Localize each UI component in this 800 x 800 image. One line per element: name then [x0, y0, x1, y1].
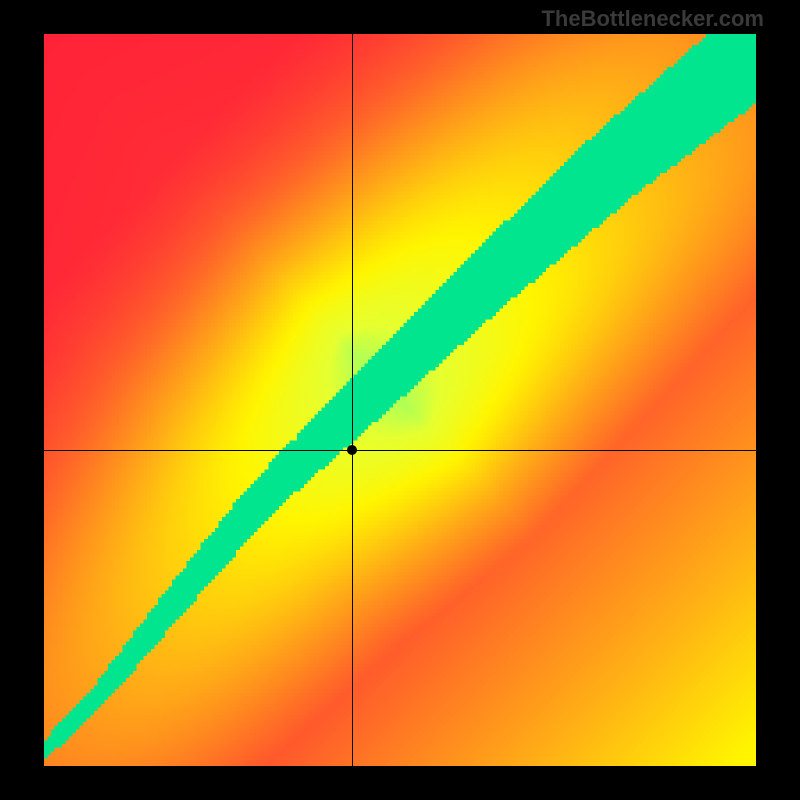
crosshair-marker: [347, 445, 357, 455]
chart-container: TheBottlenecker.com: [0, 0, 800, 800]
heatmap-canvas: [44, 34, 756, 766]
plot-area: [44, 34, 756, 766]
crosshair-horizontal: [44, 450, 756, 451]
watermark-text: TheBottlenecker.com: [541, 6, 764, 32]
crosshair-vertical: [352, 34, 353, 766]
